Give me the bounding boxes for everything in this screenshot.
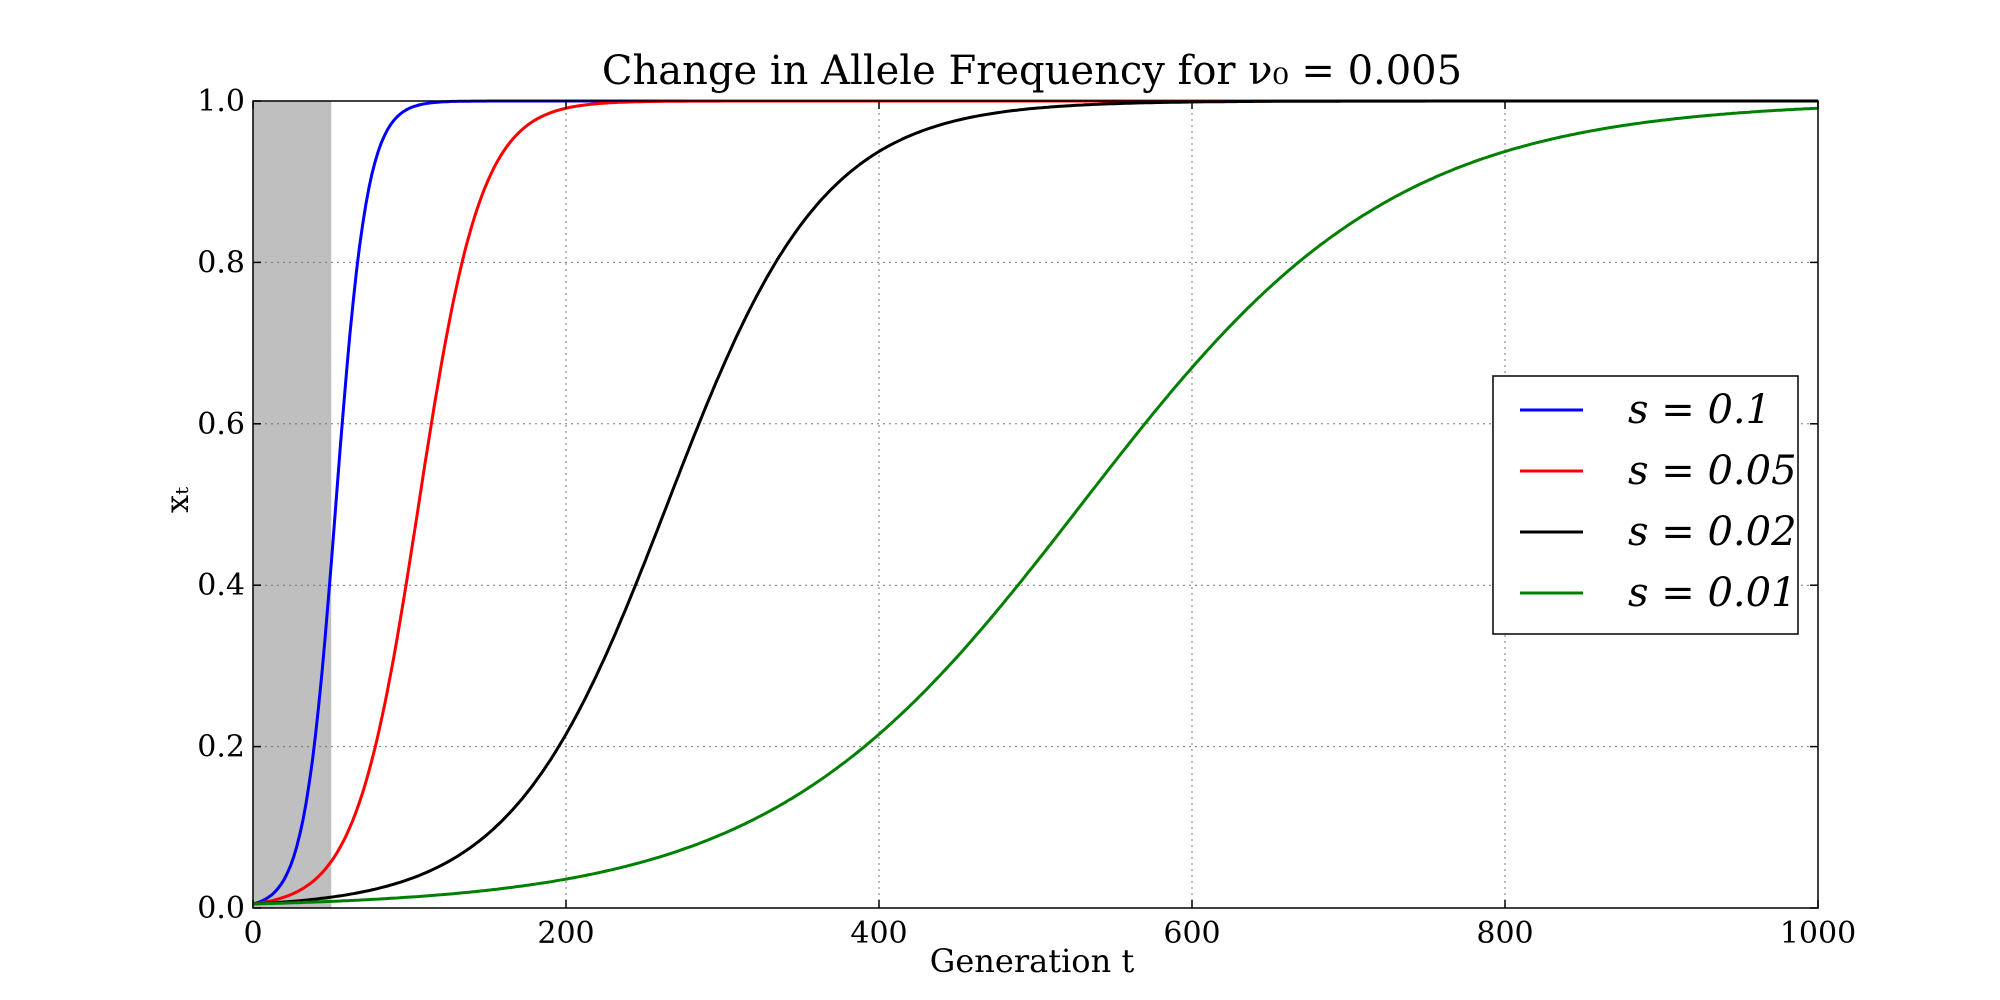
legend-label: s = 0.05 — [1628, 448, 1797, 494]
x-tick-label: 1000 — [1780, 916, 1856, 951]
x-tick-label: 400 — [850, 916, 907, 951]
chart-title: Change in Allele Frequency for ν₀ = 0.00… — [602, 48, 1462, 94]
plot-frame — [252, 100, 1819, 909]
x-tick-label: 0 — [243, 916, 262, 951]
y-tick-label: 0.6 — [197, 407, 245, 442]
legend-label: s = 0.02 — [1628, 509, 1797, 555]
x-tick-label: 800 — [1476, 916, 1533, 951]
y-tick-label: 0.0 — [197, 891, 245, 926]
legend-label: s = 0.1 — [1628, 387, 1771, 433]
x-tick-label: 200 — [537, 916, 594, 951]
legend: s = 0.1 s = 0.05 s = 0.02 s = 0.01 — [1492, 375, 1799, 635]
y-tick-label: 0.2 — [197, 730, 245, 765]
legend-label: s = 0.01 — [1628, 570, 1797, 616]
x-axis-label: Generation t — [930, 942, 1135, 980]
y-tick-label: 0.8 — [197, 245, 245, 280]
x-tick-label: 600 — [1163, 916, 1220, 951]
y-axis-label: xₜ — [158, 487, 196, 513]
y-tick-label: 1.0 — [197, 84, 245, 119]
axis-ticks: 0 200 400 600 800 1000 0.0 0.2 0.4 0.6 0.8 1.0 — [197, 84, 1856, 951]
y-tick-label: 0.4 — [197, 568, 245, 603]
series-line — [252, 106, 1819, 906]
shaded-region — [253, 101, 332, 908]
legend-box — [1492, 375, 1799, 635]
